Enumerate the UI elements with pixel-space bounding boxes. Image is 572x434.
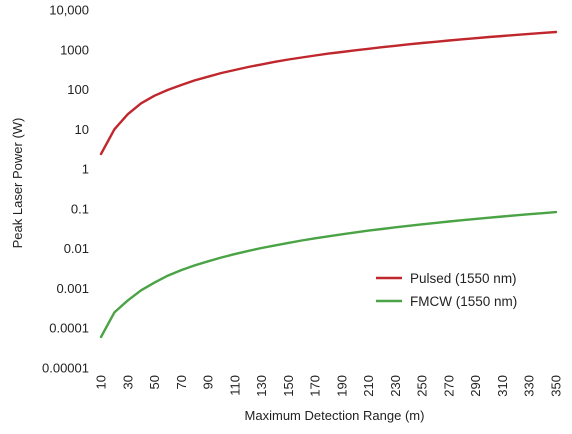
x-tick-labels: 10 30 50 70 90 110 130 150 170 190 210 230 250 270 290… [94, 375, 564, 397]
series-line-pulsed [99, 30, 558, 156]
x-tick-label: 290 [468, 375, 483, 397]
y-axis-title: Peak Laser Power (W) [10, 118, 25, 249]
x-tick-label: 30 [120, 375, 135, 389]
y-tick-labels: 10,000 1000 100 10 1 0.1 0.01 0.001 0.0001 0.0000… [42, 3, 89, 376]
y-tick-label: 10 [75, 122, 89, 137]
series-lines [99, 30, 558, 339]
x-axis-title: Maximum Detection Range (m) [245, 408, 425, 423]
x-tick-label: 210 [361, 375, 376, 397]
x-tick-label: 190 [334, 375, 349, 397]
x-tick-label: 90 [201, 375, 216, 389]
y-tick-label: 0.001 [56, 281, 89, 296]
series-line-fmcw [99, 210, 558, 339]
x-tick-label: 130 [254, 375, 269, 397]
x-tick-label: 150 [281, 375, 296, 397]
x-tick-label: 350 [549, 375, 564, 397]
legend: Pulsed (1550 nm) FMCW (1550 nm) [376, 271, 517, 309]
y-tick-label: 100 [67, 82, 89, 97]
x-tick-label: 250 [415, 375, 430, 397]
x-tick-label: 10 [94, 375, 109, 389]
x-tick-label: 170 [308, 375, 323, 397]
x-tick-label: 270 [441, 375, 456, 397]
y-tick-label: 0.0001 [49, 321, 89, 336]
y-tick-label: 10,000 [49, 3, 89, 18]
x-tick-label: 50 [147, 375, 162, 389]
x-tick-label: 230 [388, 375, 403, 397]
legend-label: FMCW (1550 nm) [410, 294, 517, 309]
x-tick-label: 70 [174, 375, 189, 389]
x-tick-label: 310 [495, 375, 510, 397]
y-tick-label: 1 [82, 162, 89, 177]
x-tick-label: 330 [522, 375, 537, 397]
y-tick-label: 0.00001 [42, 361, 89, 376]
y-tick-label: 1000 [60, 42, 89, 57]
y-tick-label: 0.01 [64, 241, 89, 256]
y-tick-label: 0.1 [71, 201, 89, 216]
x-tick-label: 110 [227, 375, 242, 396]
legend-label: Pulsed (1550 nm) [410, 271, 517, 286]
